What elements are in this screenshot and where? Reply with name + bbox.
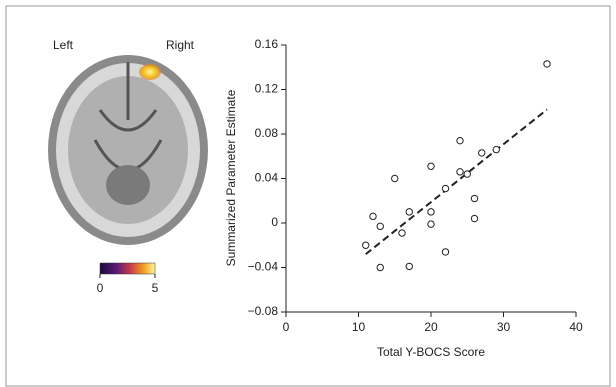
data-point (442, 249, 448, 255)
data-point (428, 209, 434, 215)
data-point (392, 175, 398, 181)
brain-image (48, 55, 208, 245)
data-point (493, 146, 499, 152)
data-point (406, 263, 412, 269)
data-point (377, 264, 383, 270)
data-point (471, 215, 477, 221)
x-axis-label: Total Y-BOCS Score (377, 345, 485, 359)
data-point (370, 213, 376, 219)
colorbar-tick-label: 5 (152, 281, 159, 295)
data-point (428, 221, 434, 227)
x-tick-label: 10 (352, 320, 366, 334)
data-point (457, 169, 463, 175)
y-tick-label: 0 (271, 215, 278, 229)
figure: Left Right Total Y-BOCS Score Summarized… (0, 0, 616, 387)
trend-line (366, 110, 547, 255)
x-tick-label: 20 (424, 320, 438, 334)
data-point (544, 61, 550, 67)
x-tick-label: 30 (497, 320, 511, 334)
y-tick-label: −0.04 (248, 260, 279, 274)
data-point (406, 209, 412, 215)
data-point (377, 223, 383, 229)
data-point (442, 185, 448, 191)
y-tick-label: 0.04 (255, 171, 279, 185)
x-tick-label: 0 (283, 320, 290, 334)
x-tick-label: 40 (569, 320, 583, 334)
y-axis-label: Summarized Parameter Estimate (224, 89, 238, 266)
brain-left-label: Left (53, 38, 74, 52)
data-point (428, 163, 434, 169)
data-point (457, 137, 463, 143)
data-point (479, 150, 485, 156)
data-point (464, 171, 470, 177)
y-tick-label: 0.08 (255, 126, 279, 140)
y-tick-label: 0.16 (255, 37, 279, 51)
brain-right-label: Right (166, 38, 195, 52)
colorbar-tick-label: 0 (97, 281, 104, 295)
data-point (471, 195, 477, 201)
colorbar (100, 263, 155, 274)
y-tick-label: −0.08 (248, 304, 279, 318)
data-point (399, 230, 405, 236)
data-point (363, 242, 369, 248)
y-tick-label: 0.12 (255, 82, 279, 96)
